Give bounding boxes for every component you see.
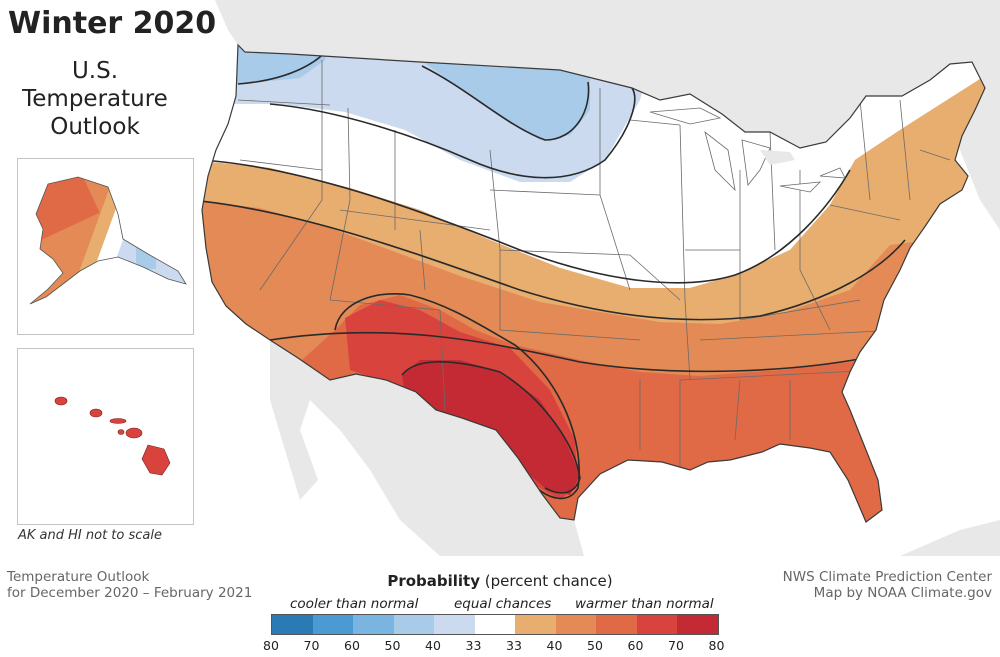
legend-tick-label: 70	[303, 638, 320, 653]
subtitle-line-2: Temperature	[22, 86, 168, 112]
subtitle-line-3: Outlook	[50, 114, 140, 140]
hawaii-map	[54, 396, 171, 476]
state-borders	[237, 60, 951, 470]
zone-cool-50-north	[420, 60, 590, 140]
legend-tick-label: 60	[627, 638, 644, 653]
legend-equal-label: equal chances	[454, 596, 552, 612]
legend-tick-label: 70	[668, 638, 684, 653]
legend-swatch	[393, 615, 434, 634]
subtitle-line-1: U.S.	[71, 58, 119, 84]
legend-tick-label: 50	[384, 638, 401, 653]
legend-swatch	[353, 615, 394, 634]
hawaii-island-lanai	[117, 429, 125, 435]
credits: NWS Climate Prediction Center Map by NOA…	[783, 569, 992, 601]
canadian-lake	[760, 150, 795, 165]
hawaii-island-kauai	[54, 396, 68, 406]
zone-warm-80	[402, 360, 580, 495]
legend-swatch	[272, 615, 313, 634]
legend-tick-label: 33	[506, 638, 522, 653]
legend-title-bold: Probability	[387, 572, 481, 590]
legend-tick-label: 50	[587, 638, 603, 653]
canada-island	[600, 0, 660, 40]
legend-color-bar	[271, 614, 719, 635]
legend-tick-label: 60	[344, 638, 360, 653]
hawaii-inset	[17, 348, 194, 525]
ak-zone-warm-60	[30, 177, 100, 244]
legend-swatch	[636, 615, 677, 634]
legend-swatch	[434, 615, 475, 634]
context-land	[215, 0, 1000, 556]
hawaii-island-oahu	[89, 408, 103, 418]
caribbean-landmass	[900, 520, 1000, 556]
hawaii-island-molokai	[109, 418, 127, 424]
alaska-inset	[17, 158, 194, 335]
legend-swatch	[474, 615, 515, 634]
legend-swatch	[515, 615, 556, 634]
outlook-period-line-1: Temperature Outlook	[7, 569, 150, 585]
legend-swatch	[677, 615, 718, 634]
hawaii-island-maui	[125, 427, 143, 439]
legend-tick-label: 40	[546, 638, 563, 653]
legend-cooler-label: cooler than normal	[290, 596, 419, 612]
legend-warmer-label: warmer than normal	[575, 596, 714, 612]
map-title: Winter 2020	[8, 6, 217, 41]
great-lakes	[649, 107, 846, 193]
mexico-landmass	[270, 340, 584, 556]
legend-swatch	[312, 615, 353, 634]
outlook-period: Temperature Outlook for December 2020 – …	[7, 569, 252, 601]
credits-line-2: Map by NOAA Climate.gov	[813, 585, 992, 601]
outlook-period-line-2: for December 2020 – February 2021	[7, 585, 253, 601]
hawaii-island-big-island	[141, 444, 171, 476]
legend-swatch	[555, 615, 596, 634]
zone-warm-40	[202, 60, 985, 324]
legend-tick-label: 80	[263, 638, 279, 653]
legend-tick-label: 33	[465, 638, 482, 653]
credits-line-1: NWS Climate Prediction Center	[782, 569, 992, 585]
alaska-map	[29, 176, 187, 305]
legend-tick-label: 80	[708, 638, 725, 653]
legend-tick-label: 40	[425, 638, 441, 653]
legend-title-rest: (percent chance)	[480, 572, 613, 590]
canada-landmass	[215, 0, 1000, 230]
inset-scale-note: AK and HI not to scale	[18, 528, 162, 543]
legend-swatch	[596, 615, 637, 634]
legend-title: Probability (percent chance)	[300, 572, 700, 590]
